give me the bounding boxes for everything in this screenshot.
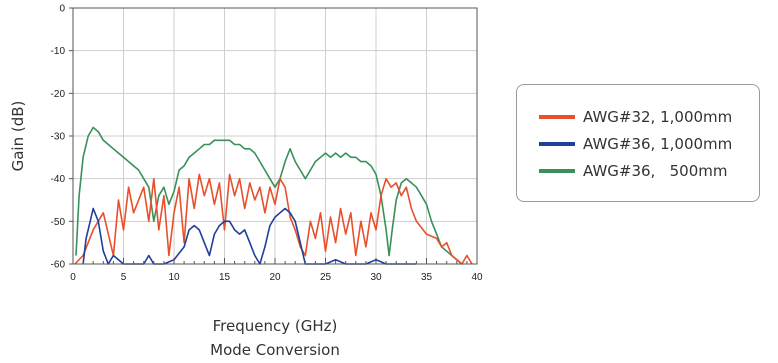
legend-swatch [539,168,575,173]
x-tick-label: 40 [471,272,483,283]
legend-label: AWG#36, 500mm [583,161,728,180]
legend-swatch [539,141,575,146]
legend: AWG#32, 1,000mm AWG#36, 1,000mm AWG#36, … [516,84,760,202]
x-tick-label: 35 [421,272,433,283]
legend-label: AWG#32, 1,000mm [583,107,733,126]
legend-item-awg36-500mm: AWG#36, 500mm [539,157,759,184]
grid [73,8,477,264]
chart-subtitle: Mode Conversion [210,341,340,359]
y-tick-label: -30 [51,132,66,143]
y-tick-label: -40 [51,174,66,185]
y-tick-label: -10 [51,46,66,57]
x-tick-label: 30 [370,272,382,283]
y-tick-label: -50 [51,217,66,228]
x-tick-label: 0 [70,272,76,283]
x-tick-label: 10 [168,272,180,283]
legend-label: AWG#36, 1,000mm [583,134,733,153]
y-tick-label: -20 [51,89,66,100]
x-tick-label: 15 [219,272,231,283]
x-tick-label: 5 [121,272,127,283]
x-tick-label: 20 [269,272,281,283]
legend-swatch [539,114,575,119]
series-line-0 [74,173,473,265]
x-axis-label: Frequency (GHz) [213,317,338,335]
y-tick-label: 0 [59,4,65,15]
legend-item-awg36-1000mm: AWG#36, 1,000mm [539,130,759,157]
y-axis-label: Gain (dB) [9,101,27,172]
series-line-2 [75,126,463,265]
legend-item-awg32-1000mm: AWG#32, 1,000mm [539,103,759,130]
y-tick-label: -60 [51,260,66,271]
x-tick-label: 25 [320,272,332,283]
ticks: 0 5 10 15 20 25 30 35 40 0 -10 -20 -30 -40 -50 -60 [51,4,483,284]
